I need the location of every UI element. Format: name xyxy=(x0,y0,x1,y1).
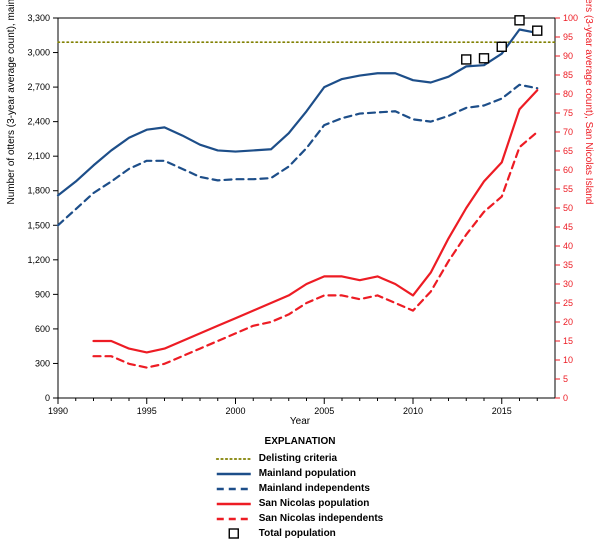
legend-swatch-delisting xyxy=(217,453,251,465)
svg-text:2010: 2010 xyxy=(403,406,423,416)
legend-item-total: Total population xyxy=(217,527,383,540)
legend-label: Mainland independents xyxy=(259,483,370,494)
legend-label: San Nicolas independents xyxy=(259,513,383,524)
svg-text:1990: 1990 xyxy=(48,406,68,416)
svg-text:300: 300 xyxy=(35,358,50,368)
svg-text:1,500: 1,500 xyxy=(27,220,50,230)
svg-text:80: 80 xyxy=(563,89,573,99)
legend-item-sni_ind: San Nicolas independents xyxy=(217,512,383,525)
svg-text:1,200: 1,200 xyxy=(27,255,50,265)
svg-text:60: 60 xyxy=(563,165,573,175)
legend-item-sni_pop: San Nicolas population xyxy=(217,497,383,510)
legend-label: Total population xyxy=(259,528,336,539)
svg-text:1995: 1995 xyxy=(137,406,157,416)
svg-text:2,400: 2,400 xyxy=(27,117,50,127)
legend-swatch-sni_ind xyxy=(217,513,251,525)
y-left-axis-label: Number of otters (3-year average count),… xyxy=(6,0,17,205)
x-axis-label: Year xyxy=(0,416,600,427)
legend-item-mainland_ind: Mainland independents xyxy=(217,482,383,495)
svg-text:45: 45 xyxy=(563,222,573,232)
svg-text:2,700: 2,700 xyxy=(27,82,50,92)
svg-text:35: 35 xyxy=(563,260,573,270)
svg-text:85: 85 xyxy=(563,70,573,80)
svg-text:5: 5 xyxy=(563,374,568,384)
legend-label: Mainland population xyxy=(259,468,356,479)
legend-label: Delisting criteria xyxy=(259,453,337,464)
svg-text:70: 70 xyxy=(563,127,573,137)
legend-swatch-mainland_ind xyxy=(217,483,251,495)
svg-text:20: 20 xyxy=(563,317,573,327)
svg-text:0: 0 xyxy=(45,393,50,403)
svg-text:2005: 2005 xyxy=(314,406,334,416)
svg-text:100: 100 xyxy=(563,13,578,23)
svg-text:65: 65 xyxy=(563,146,573,156)
legend-title: EXPLANATION xyxy=(0,436,600,447)
svg-text:2015: 2015 xyxy=(492,406,512,416)
legend-label: San Nicolas population xyxy=(259,498,370,509)
svg-text:1,800: 1,800 xyxy=(27,186,50,196)
y-right-axis-label: Number of otters (3-year average count),… xyxy=(583,0,594,205)
otter-population-chart: 19901995200020052010201503006009001,2001… xyxy=(0,0,600,533)
svg-text:15: 15 xyxy=(563,336,573,346)
legend-swatch-total xyxy=(217,528,251,540)
svg-text:600: 600 xyxy=(35,324,50,334)
svg-text:75: 75 xyxy=(563,108,573,118)
svg-text:900: 900 xyxy=(35,289,50,299)
svg-text:95: 95 xyxy=(563,32,573,42)
legend-item-mainland_pop: Mainland population xyxy=(217,467,383,480)
legend-swatch-sni_pop xyxy=(217,498,251,510)
svg-text:2,100: 2,100 xyxy=(27,151,50,161)
svg-text:25: 25 xyxy=(563,298,573,308)
svg-text:30: 30 xyxy=(563,279,573,289)
svg-text:50: 50 xyxy=(563,203,573,213)
svg-text:40: 40 xyxy=(563,241,573,251)
svg-text:3,300: 3,300 xyxy=(27,13,50,23)
svg-text:55: 55 xyxy=(563,184,573,194)
legend: Delisting criteria Mainland population Mai… xyxy=(217,450,383,542)
legend-item-delisting: Delisting criteria xyxy=(217,452,383,465)
chart-plot-svg: 19901995200020052010201503006009001,2001… xyxy=(0,0,600,420)
svg-text:2000: 2000 xyxy=(225,406,245,416)
svg-text:90: 90 xyxy=(563,51,573,61)
svg-text:3,000: 3,000 xyxy=(27,48,50,58)
svg-text:0: 0 xyxy=(563,393,568,403)
svg-text:10: 10 xyxy=(563,355,573,365)
legend-swatch-mainland_pop xyxy=(217,468,251,480)
